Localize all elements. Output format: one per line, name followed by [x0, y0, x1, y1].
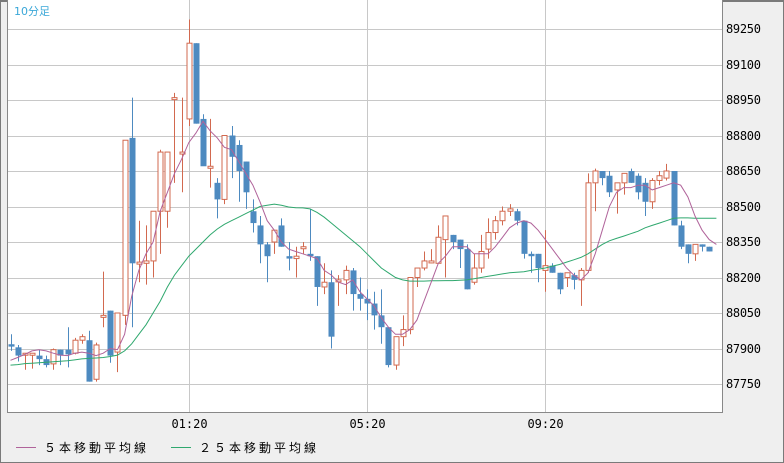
ma5-line-icon [16, 447, 36, 448]
legend-item-ma5: ５本移動平均線 [16, 439, 149, 456]
y-tick-label: 89100 [726, 57, 761, 72]
candlestick-chart [8, 0, 722, 412]
y-tick-label: 88500 [726, 199, 761, 214]
legend-label-ma25: ２５本移動平均線 [199, 441, 320, 455]
x-tick-label: 09:20 [527, 417, 564, 431]
y-tick-label: 87900 [726, 341, 761, 356]
y-tick-label: 88950 [726, 92, 761, 107]
ma25-line-icon [171, 447, 192, 448]
y-tick-label: 88200 [726, 270, 761, 285]
y-tick-label: 88050 [726, 305, 761, 320]
y-tick-label: 88350 [726, 234, 761, 249]
legend-label-ma5: ５本移動平均線 [44, 441, 150, 455]
x-tick-label: 01:20 [171, 417, 208, 431]
plot-area[interactable] [7, 0, 723, 413]
legend: ５本移動平均線 ２５本移動平均線 [16, 439, 341, 456]
y-tick-label: 88650 [726, 163, 761, 178]
legend-item-ma25: ２５本移動平均線 [171, 439, 319, 456]
y-tick-label: 87750 [726, 376, 761, 391]
y-tick-label: 88800 [726, 128, 761, 143]
timeframe-label: 10分足 [14, 5, 50, 18]
x-tick-label: 05:20 [349, 417, 386, 431]
y-tick-label: 89250 [726, 21, 761, 36]
